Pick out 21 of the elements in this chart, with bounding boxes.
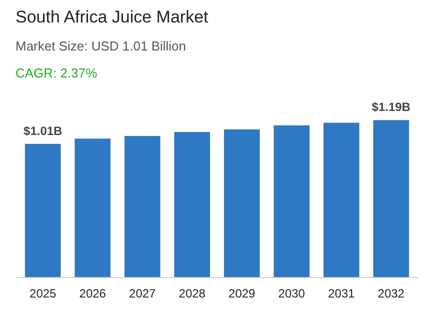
x-tick-label: 2027 [129,286,156,300]
bar [24,144,61,278]
bar [124,136,160,278]
data-label: $1.19B [372,100,411,114]
bar [274,125,310,278]
bar [373,120,410,278]
x-tick-label: 2031 [328,286,356,300]
x-tick-label: 2028 [178,286,206,300]
bar [323,122,360,278]
bar [224,129,260,278]
bar [174,132,210,278]
x-tick-label: 2030 [278,286,306,300]
bar [74,138,111,278]
data-label: $1.01B [24,124,63,138]
x-tick-label: 2026 [79,286,106,300]
x-tick-label: 2025 [30,286,57,300]
text: CAGR: 2.37% [16,66,98,80]
x-tick-label: 2032 [378,286,405,300]
x-tick-label: 2029 [228,286,256,300]
chart-title: South Africa Juice Market [16,8,209,26]
chart-subtitle: Market Size: USD 1.01 Billion [16,38,186,54]
